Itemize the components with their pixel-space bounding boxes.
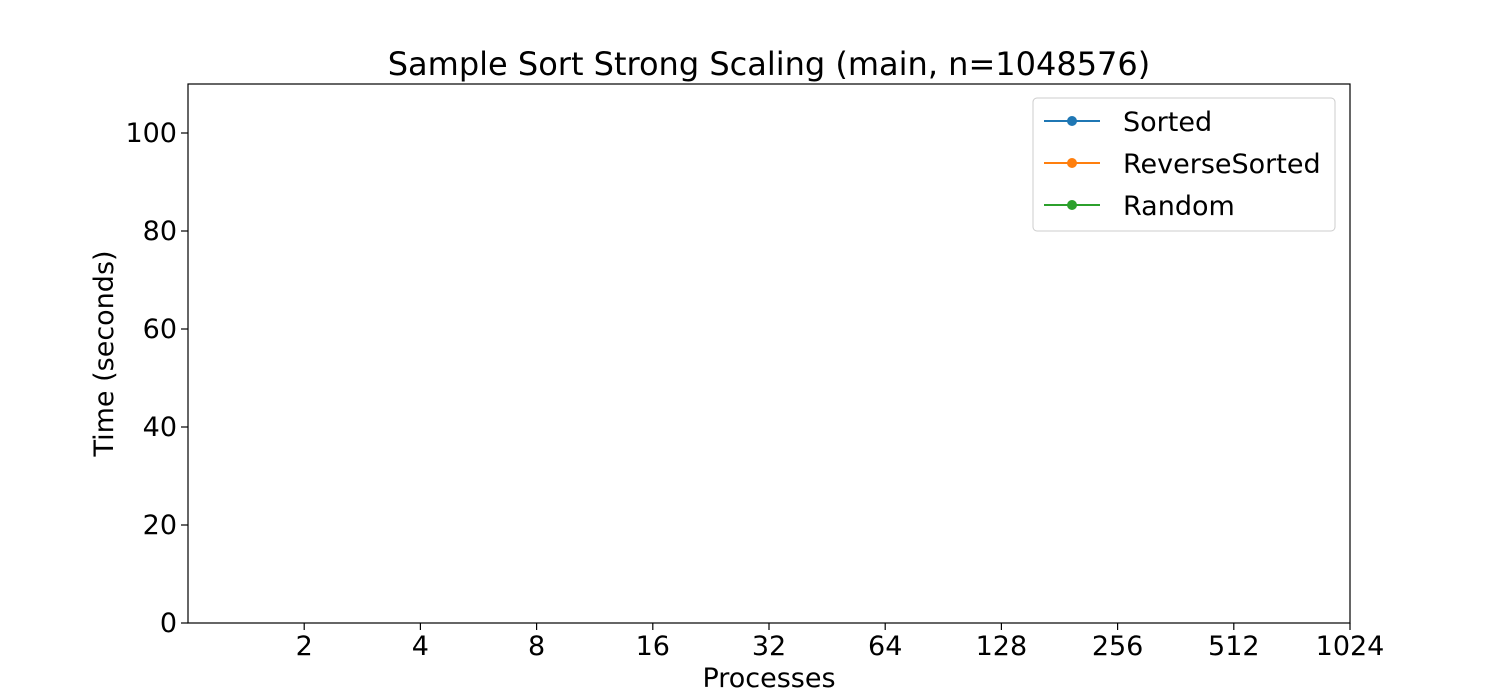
x-tick-label: 2 [296, 631, 313, 662]
legend-marker-1 [1067, 116, 1077, 126]
y-tick-label: 20 [143, 510, 177, 541]
y-tick-label: 0 [160, 608, 177, 639]
x-tick-label: 128 [976, 631, 1028, 662]
y-tick-label: 40 [143, 412, 177, 443]
x-axis: 2 4 8 16 32 64 128 256 512 1024 [296, 623, 1385, 662]
x-tick-label: 4 [412, 631, 429, 662]
y-axis-label: Time (seconds) [89, 250, 120, 457]
x-tick-label: 64 [868, 631, 902, 662]
x-tick-label: 8 [528, 631, 545, 662]
y-tick-label: 80 [143, 216, 177, 247]
x-axis-label: Processes [702, 663, 835, 694]
legend-frame [1032, 97, 1336, 232]
y-tick-label: 100 [125, 118, 177, 149]
y-tick-label: 60 [143, 314, 177, 345]
legend-label-2: ReverseSorted [1123, 149, 1321, 180]
x-tick-label: 16 [636, 631, 670, 662]
legend-label-1: Sorted [1123, 107, 1212, 138]
x-tick-label: 32 [752, 631, 786, 662]
x-tick-label: 1024 [1316, 631, 1385, 662]
x-tick-label: 256 [1092, 631, 1144, 662]
y-axis: 0 20 40 60 80 100 [125, 118, 188, 639]
legend: Sorted ReverseSorted Random [1032, 97, 1336, 232]
legend-marker-2 [1067, 158, 1077, 168]
x-tick-label: 512 [1208, 631, 1260, 662]
legend-label-3: Random [1123, 191, 1235, 222]
chart-title: Sample Sort Strong Scaling (main, n=1048… [388, 45, 1151, 83]
legend-marker-3 [1067, 200, 1077, 210]
